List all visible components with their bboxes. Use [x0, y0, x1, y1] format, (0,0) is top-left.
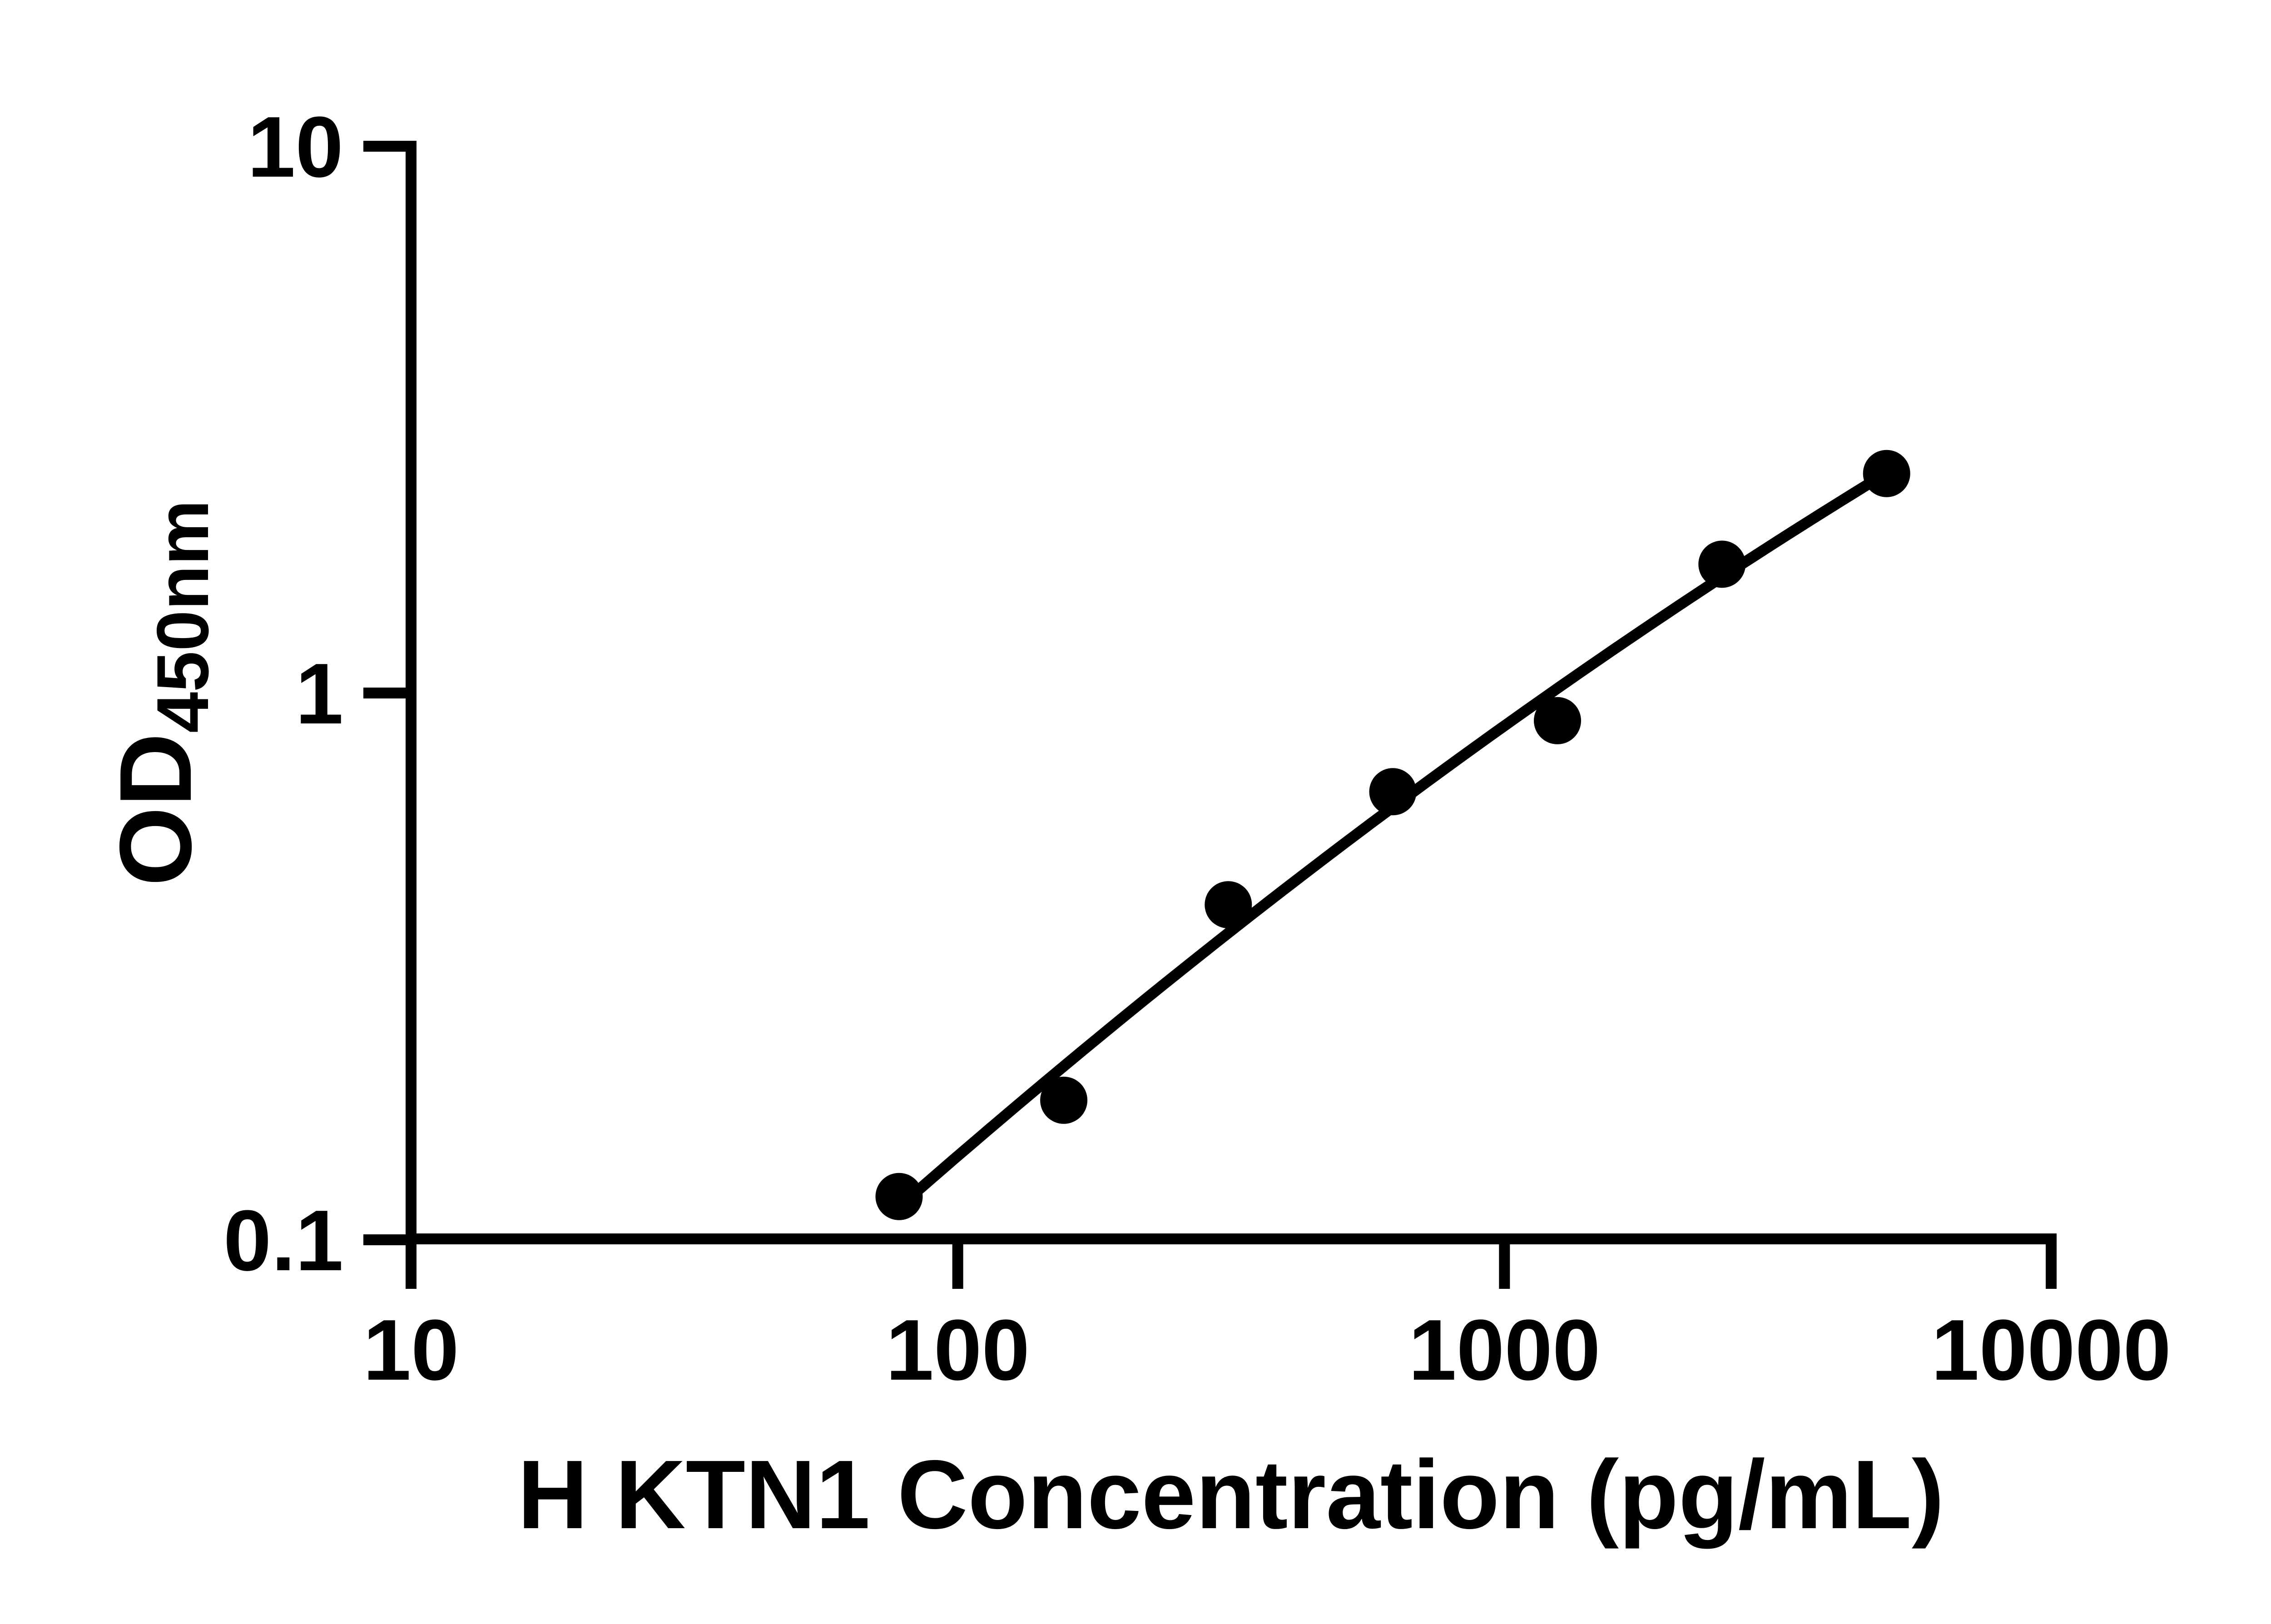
x-tick-label-0: 10: [363, 1302, 459, 1398]
x-axis-title: H KTN1 Concentration (pg/mL): [517, 1440, 1944, 1549]
data-point-3: [1369, 768, 1417, 816]
ticks-layer: 10 100 1000 10000 10 1 0.1: [223, 99, 2171, 1398]
y-tick-label-1: 1: [295, 646, 343, 742]
data-point-6: [1863, 450, 1910, 497]
y-tick-label-2: 0.1: [223, 1193, 343, 1289]
data-point-4: [1534, 697, 1581, 744]
x-tick-label-1: 100: [886, 1302, 1030, 1398]
y-axis-title: OD450nm: [98, 500, 224, 886]
x-tick-label-2: 1000: [1408, 1302, 1601, 1398]
data-point-2: [1205, 881, 1252, 929]
data-points-layer: [875, 450, 1910, 1220]
data-point-0: [875, 1173, 923, 1220]
data-point-5: [1698, 540, 1746, 588]
y-axis-title-subscript: 450nm: [142, 500, 224, 733]
x-tick-label-3: 10000: [1931, 1302, 2171, 1398]
data-point-1: [1040, 1076, 1088, 1124]
y-tick-label-0: 10: [248, 99, 343, 195]
y-axis-title-main: OD: [98, 733, 213, 886]
